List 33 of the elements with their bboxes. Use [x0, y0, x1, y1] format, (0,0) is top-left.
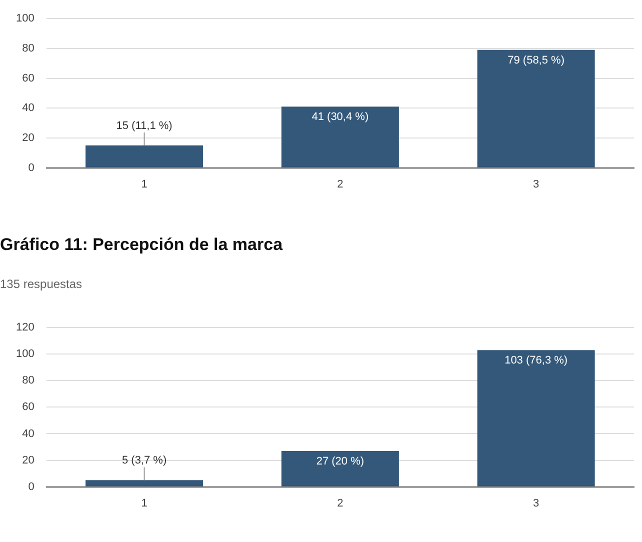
bar	[281, 106, 399, 168]
bar	[86, 145, 204, 168]
y-tick-label: 60	[22, 72, 34, 84]
data-label: 5 (3,7 %)	[122, 454, 167, 467]
y-tick-label: 60	[22, 401, 34, 414]
y-tick-label: 40	[22, 428, 34, 440]
y-tick-label: 0	[28, 162, 34, 174]
bar	[281, 450, 399, 486]
y-tick-label: 120	[16, 322, 34, 334]
data-label: 103 (76,3 %)	[504, 354, 568, 367]
data-label: 27 (20 %)	[316, 456, 364, 468]
chart-title: Gráfico 11: Percepción de la marca	[0, 234, 284, 255]
y-tick-label: 20	[22, 454, 34, 466]
y-tick-label: 40	[22, 102, 34, 114]
y-tick-label: 80	[22, 42, 34, 54]
y-tick-label: 0	[28, 480, 34, 493]
y-tick-label: 20	[22, 132, 34, 144]
x-tick-label: 1	[141, 178, 148, 190]
x-tick-label: 3	[532, 497, 540, 510]
y-tick-label: 80	[22, 374, 34, 387]
data-label: 41 (30,4 %)	[312, 111, 369, 124]
x-tick-label: 3	[532, 178, 540, 190]
x-tick-label: 2	[337, 178, 344, 190]
chart-subtitle: 135 respuestas	[0, 276, 84, 293]
bar	[86, 480, 204, 486]
bar	[477, 350, 595, 486]
data-label: 15 (11,1 %)	[116, 120, 172, 132]
bar	[477, 50, 595, 168]
x-tick-label: 1	[141, 497, 148, 510]
y-tick-label: 100	[16, 348, 34, 360]
x-tick-label: 2	[337, 497, 344, 510]
y-tick-label: 100	[16, 12, 34, 25]
data-label: 79 (58,5 %)	[508, 54, 564, 66]
